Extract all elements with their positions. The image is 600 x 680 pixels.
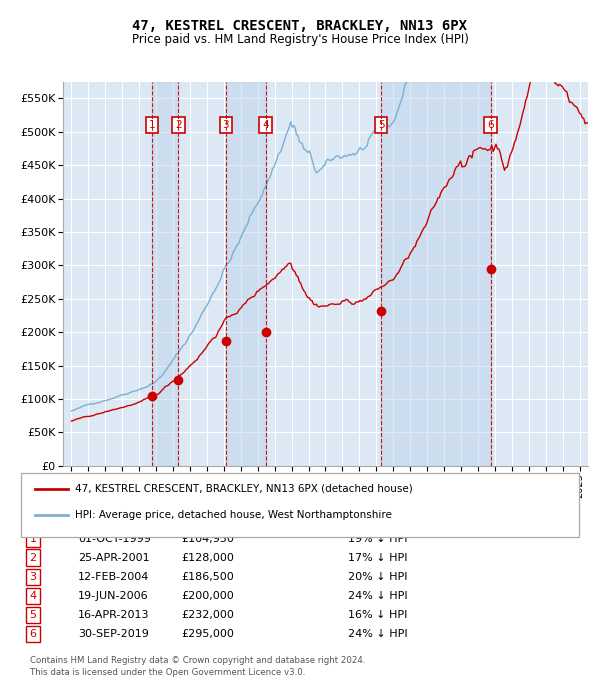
Text: 6: 6: [487, 120, 494, 130]
Text: £104,950: £104,950: [181, 534, 234, 543]
Bar: [152, 82, 178, 466]
Text: 47, KESTREL CRESCENT, BRACKLEY, NN13 6PX: 47, KESTREL CRESCENT, BRACKLEY, NN13 6PX: [133, 19, 467, 33]
Text: £186,500: £186,500: [181, 572, 234, 581]
Text: 2: 2: [29, 553, 37, 562]
Text: 5: 5: [29, 610, 37, 619]
Bar: [381, 82, 491, 466]
Text: 17% ↓ HPI: 17% ↓ HPI: [348, 553, 407, 562]
Text: 24% ↓ HPI: 24% ↓ HPI: [348, 591, 407, 600]
Text: 01-OCT-1999: 01-OCT-1999: [78, 534, 151, 543]
Text: 24% ↓ HPI: 24% ↓ HPI: [348, 629, 407, 639]
Text: £200,000: £200,000: [181, 591, 234, 600]
Text: 5: 5: [378, 120, 385, 130]
Text: Price paid vs. HM Land Registry's House Price Index (HPI): Price paid vs. HM Land Registry's House …: [131, 33, 469, 46]
Text: 1: 1: [149, 120, 155, 130]
Text: 4: 4: [262, 120, 269, 130]
Text: 3: 3: [223, 120, 229, 130]
Text: 2: 2: [175, 120, 182, 130]
Text: 3: 3: [29, 572, 37, 581]
Text: 19% ↓ HPI: 19% ↓ HPI: [348, 534, 407, 543]
Text: £232,000: £232,000: [181, 610, 234, 619]
Text: 16% ↓ HPI: 16% ↓ HPI: [348, 610, 407, 619]
Text: 30-SEP-2019: 30-SEP-2019: [78, 629, 149, 639]
Text: Contains HM Land Registry data © Crown copyright and database right 2024.
This d: Contains HM Land Registry data © Crown c…: [30, 656, 365, 677]
Text: 20% ↓ HPI: 20% ↓ HPI: [348, 572, 407, 581]
Text: 1: 1: [29, 534, 37, 543]
Text: 4: 4: [29, 591, 37, 600]
Text: 25-APR-2001: 25-APR-2001: [78, 553, 149, 562]
Text: 16-APR-2013: 16-APR-2013: [78, 610, 149, 619]
Text: 47, KESTREL CRESCENT, BRACKLEY, NN13 6PX (detached house): 47, KESTREL CRESCENT, BRACKLEY, NN13 6PX…: [75, 484, 413, 494]
Text: 6: 6: [29, 629, 37, 639]
Bar: [226, 82, 266, 466]
Text: 19-JUN-2006: 19-JUN-2006: [78, 591, 149, 600]
Text: £128,000: £128,000: [181, 553, 234, 562]
Text: 12-FEB-2004: 12-FEB-2004: [78, 572, 149, 581]
Text: £295,000: £295,000: [181, 629, 234, 639]
Text: HPI: Average price, detached house, West Northamptonshire: HPI: Average price, detached house, West…: [75, 510, 392, 520]
